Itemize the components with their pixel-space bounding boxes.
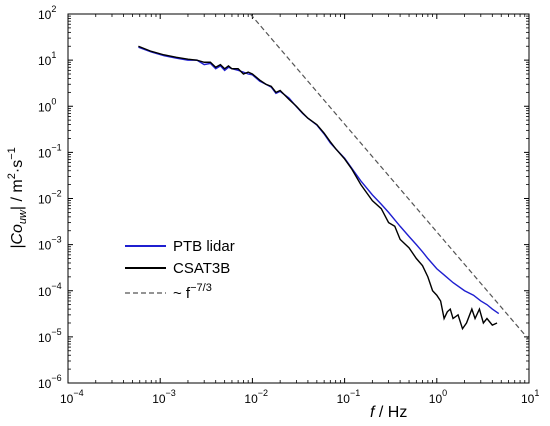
x-axis: 10−4 10−3 10−2 10−1 100 101 <box>60 14 539 406</box>
series-power-law-line <box>249 14 529 341</box>
plot-area <box>67 13 530 384</box>
y-axis-label-pipe-left: |Co <box>9 224 26 249</box>
x-tick-label-5: 101 <box>521 388 539 406</box>
y-axis-label-unit: | / m <box>9 179 26 210</box>
y-axis-label-unit-exp2: −1 <box>6 147 18 160</box>
x-axis-label: f / Hz <box>370 404 407 421</box>
legend: PTB lidar CSAT3B ~ f−7/3 <box>125 238 235 302</box>
y-tick-label-8: 102 <box>38 4 56 22</box>
legend-label-power-law: ~ f−7/3 <box>173 282 212 302</box>
y-axis-label: |Couw| / m2·s−1 <box>6 147 29 249</box>
y-tick-label-3: 10−3 <box>38 235 62 253</box>
legend-label-power-law-exp: −7/3 <box>190 282 212 294</box>
y-tick-label-4: 10−2 <box>38 189 62 207</box>
x-tick-label-2: 10−2 <box>244 388 268 406</box>
x-tick-label-4: 100 <box>429 388 447 406</box>
y-axis-label-unit-mid: ·s <box>9 160 26 173</box>
y-tick-label-1: 10−5 <box>38 327 62 345</box>
y-tick-label-6: 100 <box>38 96 56 114</box>
x-axis-label-unit: / Hz <box>374 404 407 421</box>
x-tick-label-0: 10−4 <box>60 388 84 406</box>
legend-label-power-law-base: ~ f <box>173 285 191 302</box>
y-tick-label-5: 10−1 <box>38 142 62 160</box>
y-axis-label-unit-exp: 2 <box>6 173 18 179</box>
y-axis: 10−6 10−5 10−4 10−3 10−2 10−1 100 101 102 <box>38 4 529 391</box>
series-csat3b-line <box>138 45 498 331</box>
y-axis-label-subscript: uw <box>17 209 29 224</box>
y-tick-label-7: 101 <box>38 50 56 68</box>
y-tick-label-2: 10−4 <box>38 281 62 299</box>
x-axis-label-var: f <box>370 404 376 421</box>
y-tick-label-0: 10−6 <box>38 373 62 391</box>
legend-label-ptb-lidar: PTB lidar <box>173 238 235 255</box>
x-tick-label-1: 10−3 <box>152 388 176 406</box>
legend-label-csat3b: CSAT3B <box>173 260 230 277</box>
x-tick-label-3: 10−1 <box>337 388 361 406</box>
